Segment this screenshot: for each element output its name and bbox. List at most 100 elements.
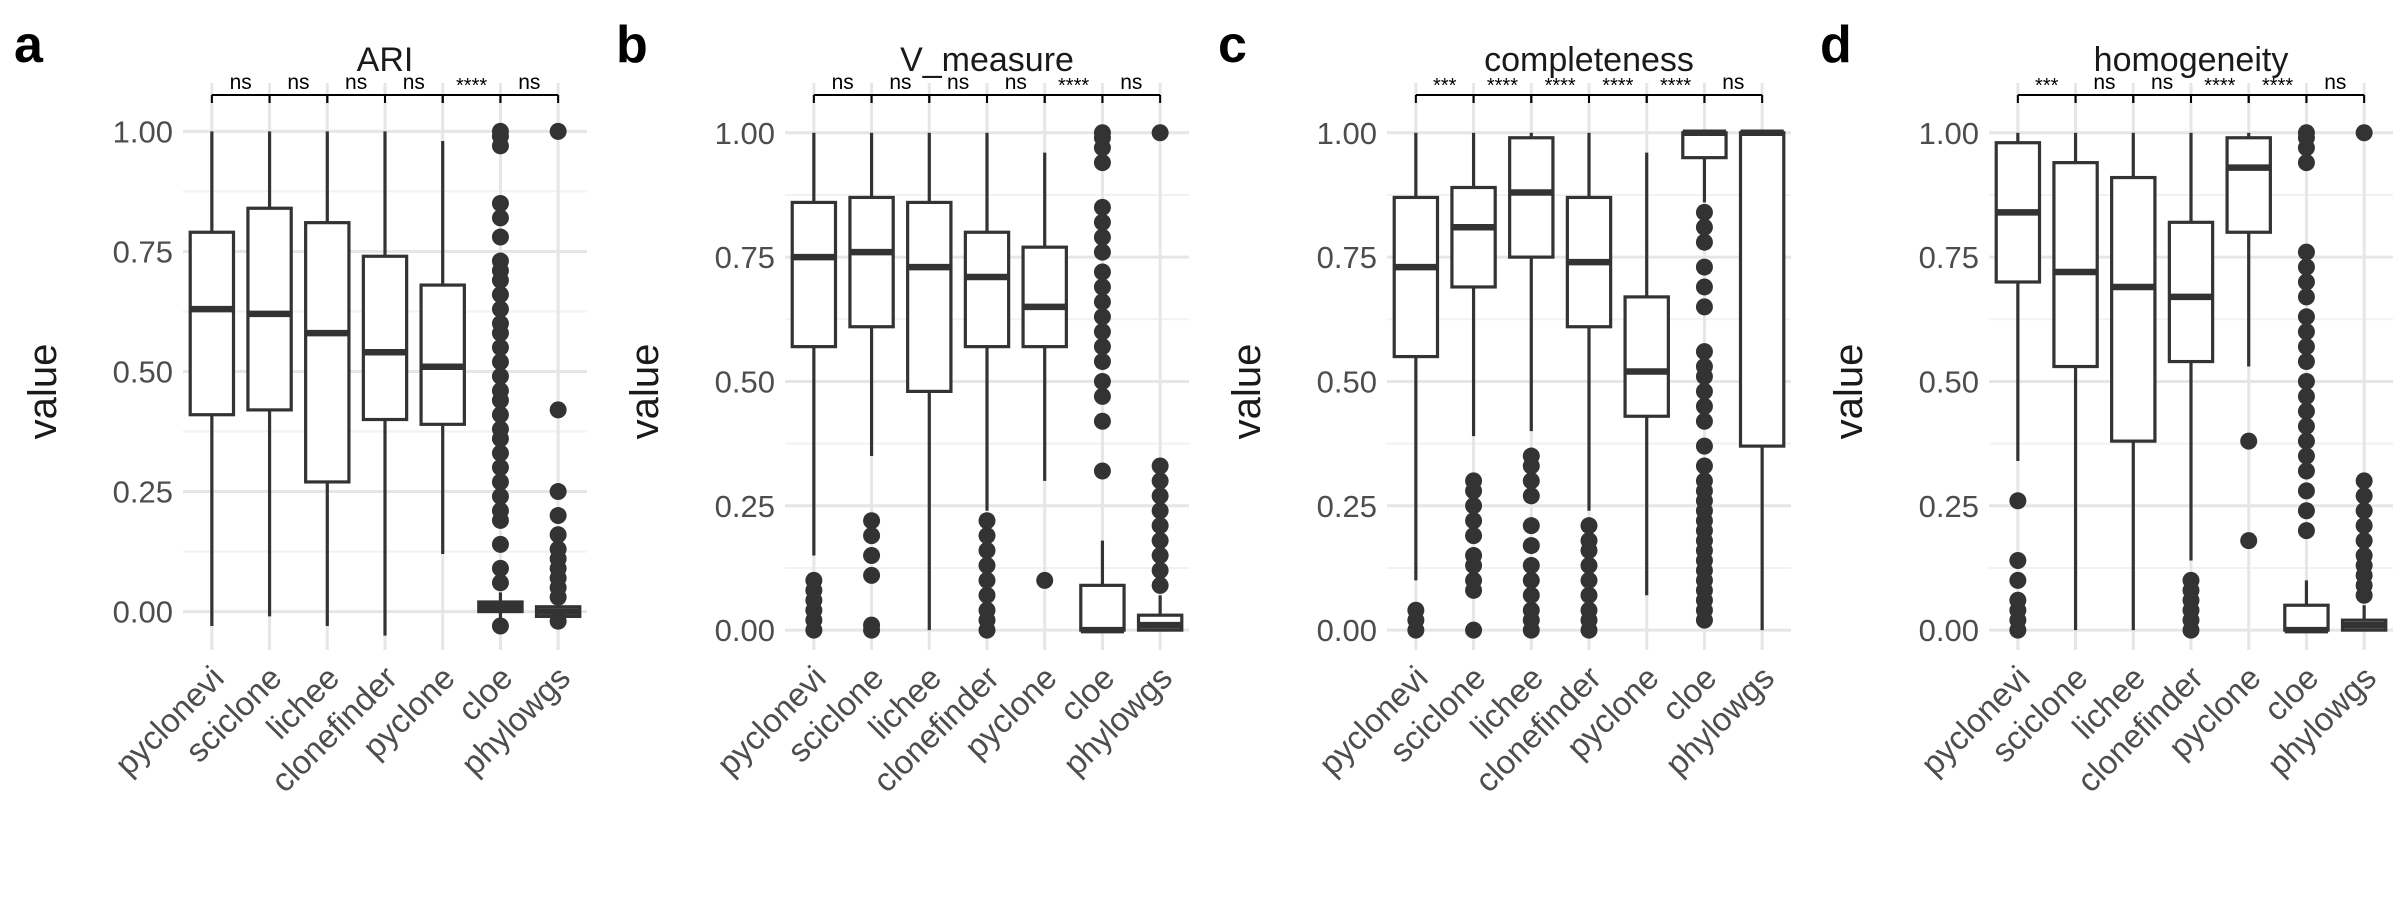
outlier-point xyxy=(1465,547,1483,565)
y-axis-title: value xyxy=(1225,344,1269,440)
outlier-point xyxy=(1093,412,1111,430)
box-iqr xyxy=(906,200,953,393)
outlier-point xyxy=(1695,343,1713,361)
outlier-point xyxy=(491,617,509,635)
significance-label: ns xyxy=(2093,71,2115,94)
outlier-point xyxy=(1093,323,1111,341)
significance-label: ns xyxy=(518,71,540,94)
outlier-point xyxy=(2297,372,2315,390)
outlier-point xyxy=(1695,278,1713,296)
outlier-point xyxy=(1695,437,1713,455)
significance-label: **** xyxy=(2204,75,2235,97)
outlier-point xyxy=(491,338,509,356)
outlier-point xyxy=(549,540,567,558)
y-axis-title: value xyxy=(623,344,667,440)
y-tick-label: 1.00 xyxy=(1317,116,1377,151)
outlier-point xyxy=(1522,517,1540,535)
outlier-point xyxy=(863,512,881,530)
outlier-point xyxy=(978,571,996,589)
outlier-point xyxy=(1093,213,1111,231)
outlier-point xyxy=(2297,502,2315,520)
box-iqr xyxy=(188,230,236,417)
outlier-point xyxy=(1580,571,1598,589)
outlier-point xyxy=(1465,497,1483,515)
box-iqr xyxy=(2052,161,2099,369)
y-tick-label: 0.00 xyxy=(1919,613,1979,648)
outlier-point xyxy=(1522,556,1540,574)
outlier-point xyxy=(978,527,996,545)
box-iqr xyxy=(1450,185,1497,289)
outlier-point xyxy=(2297,323,2315,341)
significance-label: ns xyxy=(1005,71,1027,94)
outlier-point xyxy=(491,487,509,505)
outlier-point xyxy=(491,502,509,520)
outlier-point xyxy=(2355,124,2373,142)
significance-label: **** xyxy=(456,75,487,97)
outlier-point xyxy=(2297,482,2315,500)
outlier-point xyxy=(491,314,509,332)
box-clonefinder xyxy=(1565,132,1613,639)
significance-label: **** xyxy=(1058,75,1089,97)
box-clonefinder xyxy=(2167,132,2215,639)
outlier-point xyxy=(491,382,509,400)
significance-label: ns xyxy=(1722,71,1744,94)
box-iqr xyxy=(2110,175,2157,443)
outlier-point xyxy=(491,406,509,424)
outlier-point xyxy=(1695,218,1713,236)
y-tick-label: 0.25 xyxy=(1317,489,1377,524)
panel-label: b xyxy=(616,16,648,74)
outlier-point xyxy=(1151,576,1169,594)
panel-title: completeness xyxy=(1484,41,1694,79)
box-iqr xyxy=(848,195,895,329)
outlier-point xyxy=(978,601,996,619)
outlier-point xyxy=(1093,387,1111,405)
outlier-point xyxy=(978,556,996,574)
outlier-point xyxy=(1093,124,1111,142)
outlier-point xyxy=(1695,397,1713,415)
significance-label: *** xyxy=(2035,75,2059,97)
outlier-point xyxy=(491,574,509,592)
y-tick-label: 0.25 xyxy=(113,475,173,510)
y-tick-label: 0.50 xyxy=(1919,364,1979,399)
box-iqr xyxy=(1738,131,1786,448)
outlier-point xyxy=(549,612,567,630)
box-iqr xyxy=(790,200,838,349)
panel-label: a xyxy=(14,16,44,74)
y-tick-label: 0.25 xyxy=(1919,489,1979,524)
box-sciclone xyxy=(2052,132,2099,631)
box-iqr xyxy=(2167,220,2215,364)
outlier-point xyxy=(1151,472,1169,490)
outlier-point xyxy=(1580,517,1598,535)
significance-label: ns xyxy=(889,71,911,94)
y-tick-label: 0.75 xyxy=(715,240,775,275)
panel-title: homogeneity xyxy=(2094,41,2289,79)
significance-label: ns xyxy=(2151,71,2173,94)
box-iqr xyxy=(2225,136,2272,234)
box-phylowgs xyxy=(1738,129,1786,631)
outlier-point xyxy=(1522,537,1540,555)
y-axis-title: value xyxy=(21,344,65,440)
y-tick-label: 0.50 xyxy=(715,364,775,399)
outlier-point xyxy=(2297,402,2315,420)
outlier-point xyxy=(1151,487,1169,505)
outlier-point xyxy=(1151,124,1169,142)
outlier-point xyxy=(805,571,823,589)
y-tick-label: 0.75 xyxy=(113,234,173,269)
box-iqr xyxy=(963,230,1011,349)
outlier-point xyxy=(491,228,509,246)
box-pyclonevi xyxy=(1994,132,2042,639)
outlier-point xyxy=(2297,417,2315,435)
box-pyclonevi xyxy=(790,132,838,639)
outlier-point xyxy=(491,367,509,385)
outlier-point xyxy=(1465,512,1483,530)
outlier-point xyxy=(491,473,509,491)
outlier-point xyxy=(1465,472,1483,490)
outlier-point xyxy=(1695,358,1713,376)
outlier-point xyxy=(549,122,567,140)
box-lichee xyxy=(1508,132,1555,639)
box-phylowgs xyxy=(1136,124,1184,632)
outlier-point xyxy=(2297,124,2315,142)
box-iqr xyxy=(246,206,293,412)
outlier-point xyxy=(491,286,509,304)
